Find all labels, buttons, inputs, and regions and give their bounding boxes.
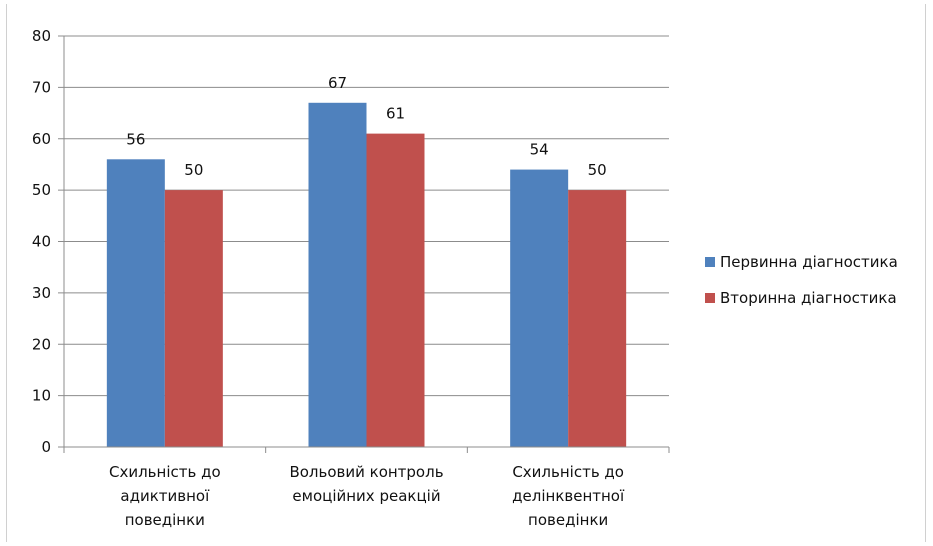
category-label: емоційних реакцій xyxy=(292,487,440,505)
bar-primary xyxy=(308,102,367,447)
y-tick-label: 40 xyxy=(32,233,51,251)
data-label: 50 xyxy=(588,161,607,179)
bars xyxy=(106,102,627,448)
category-label: Вольовий контроль xyxy=(289,463,443,481)
bar-primary xyxy=(510,169,569,447)
x-axis: Схильність до адиктивної поведінки Вольовий… xyxy=(63,446,670,529)
legend-swatch xyxy=(705,257,715,267)
data-label: 56 xyxy=(126,130,145,148)
data-label: 54 xyxy=(530,141,549,159)
category-label: поведінки xyxy=(528,511,608,529)
y-tick-label: 50 xyxy=(32,181,51,199)
data-label: 61 xyxy=(386,105,405,123)
y-tick-label: 60 xyxy=(32,130,51,148)
bar-secondary xyxy=(366,133,425,448)
y-tick-label: 20 xyxy=(32,335,51,353)
y-axis: 0 10 20 30 40 50 60 70 80 xyxy=(32,27,65,456)
legend: Первинна діагностика Вторинна діагностика xyxy=(705,253,898,307)
bar-secondary xyxy=(164,190,223,447)
data-label: 50 xyxy=(184,161,203,179)
data-label: 67 xyxy=(328,74,347,92)
chart-frame xyxy=(6,4,926,542)
category-label: адиктивної xyxy=(120,487,210,505)
y-tick-label: 30 xyxy=(32,284,51,302)
bar-secondary xyxy=(568,190,627,447)
y-tick-label: 70 xyxy=(32,78,51,96)
category-label: Схильність до xyxy=(512,463,624,481)
y-tick-label: 80 xyxy=(32,27,51,45)
category-label: поведінки xyxy=(125,511,205,529)
legend-label: Вторинна діагностика xyxy=(720,289,897,307)
y-tick-label: 10 xyxy=(32,387,51,405)
category-label: делінквентної xyxy=(512,487,625,505)
y-tick-label: 0 xyxy=(41,438,51,456)
legend-label: Первинна діагностика xyxy=(720,253,898,271)
data-labels: 56 50 67 61 54 50 xyxy=(126,74,606,179)
bar-primary xyxy=(106,159,165,448)
legend-swatch xyxy=(705,293,715,303)
category-label: Схильність до xyxy=(109,463,221,481)
